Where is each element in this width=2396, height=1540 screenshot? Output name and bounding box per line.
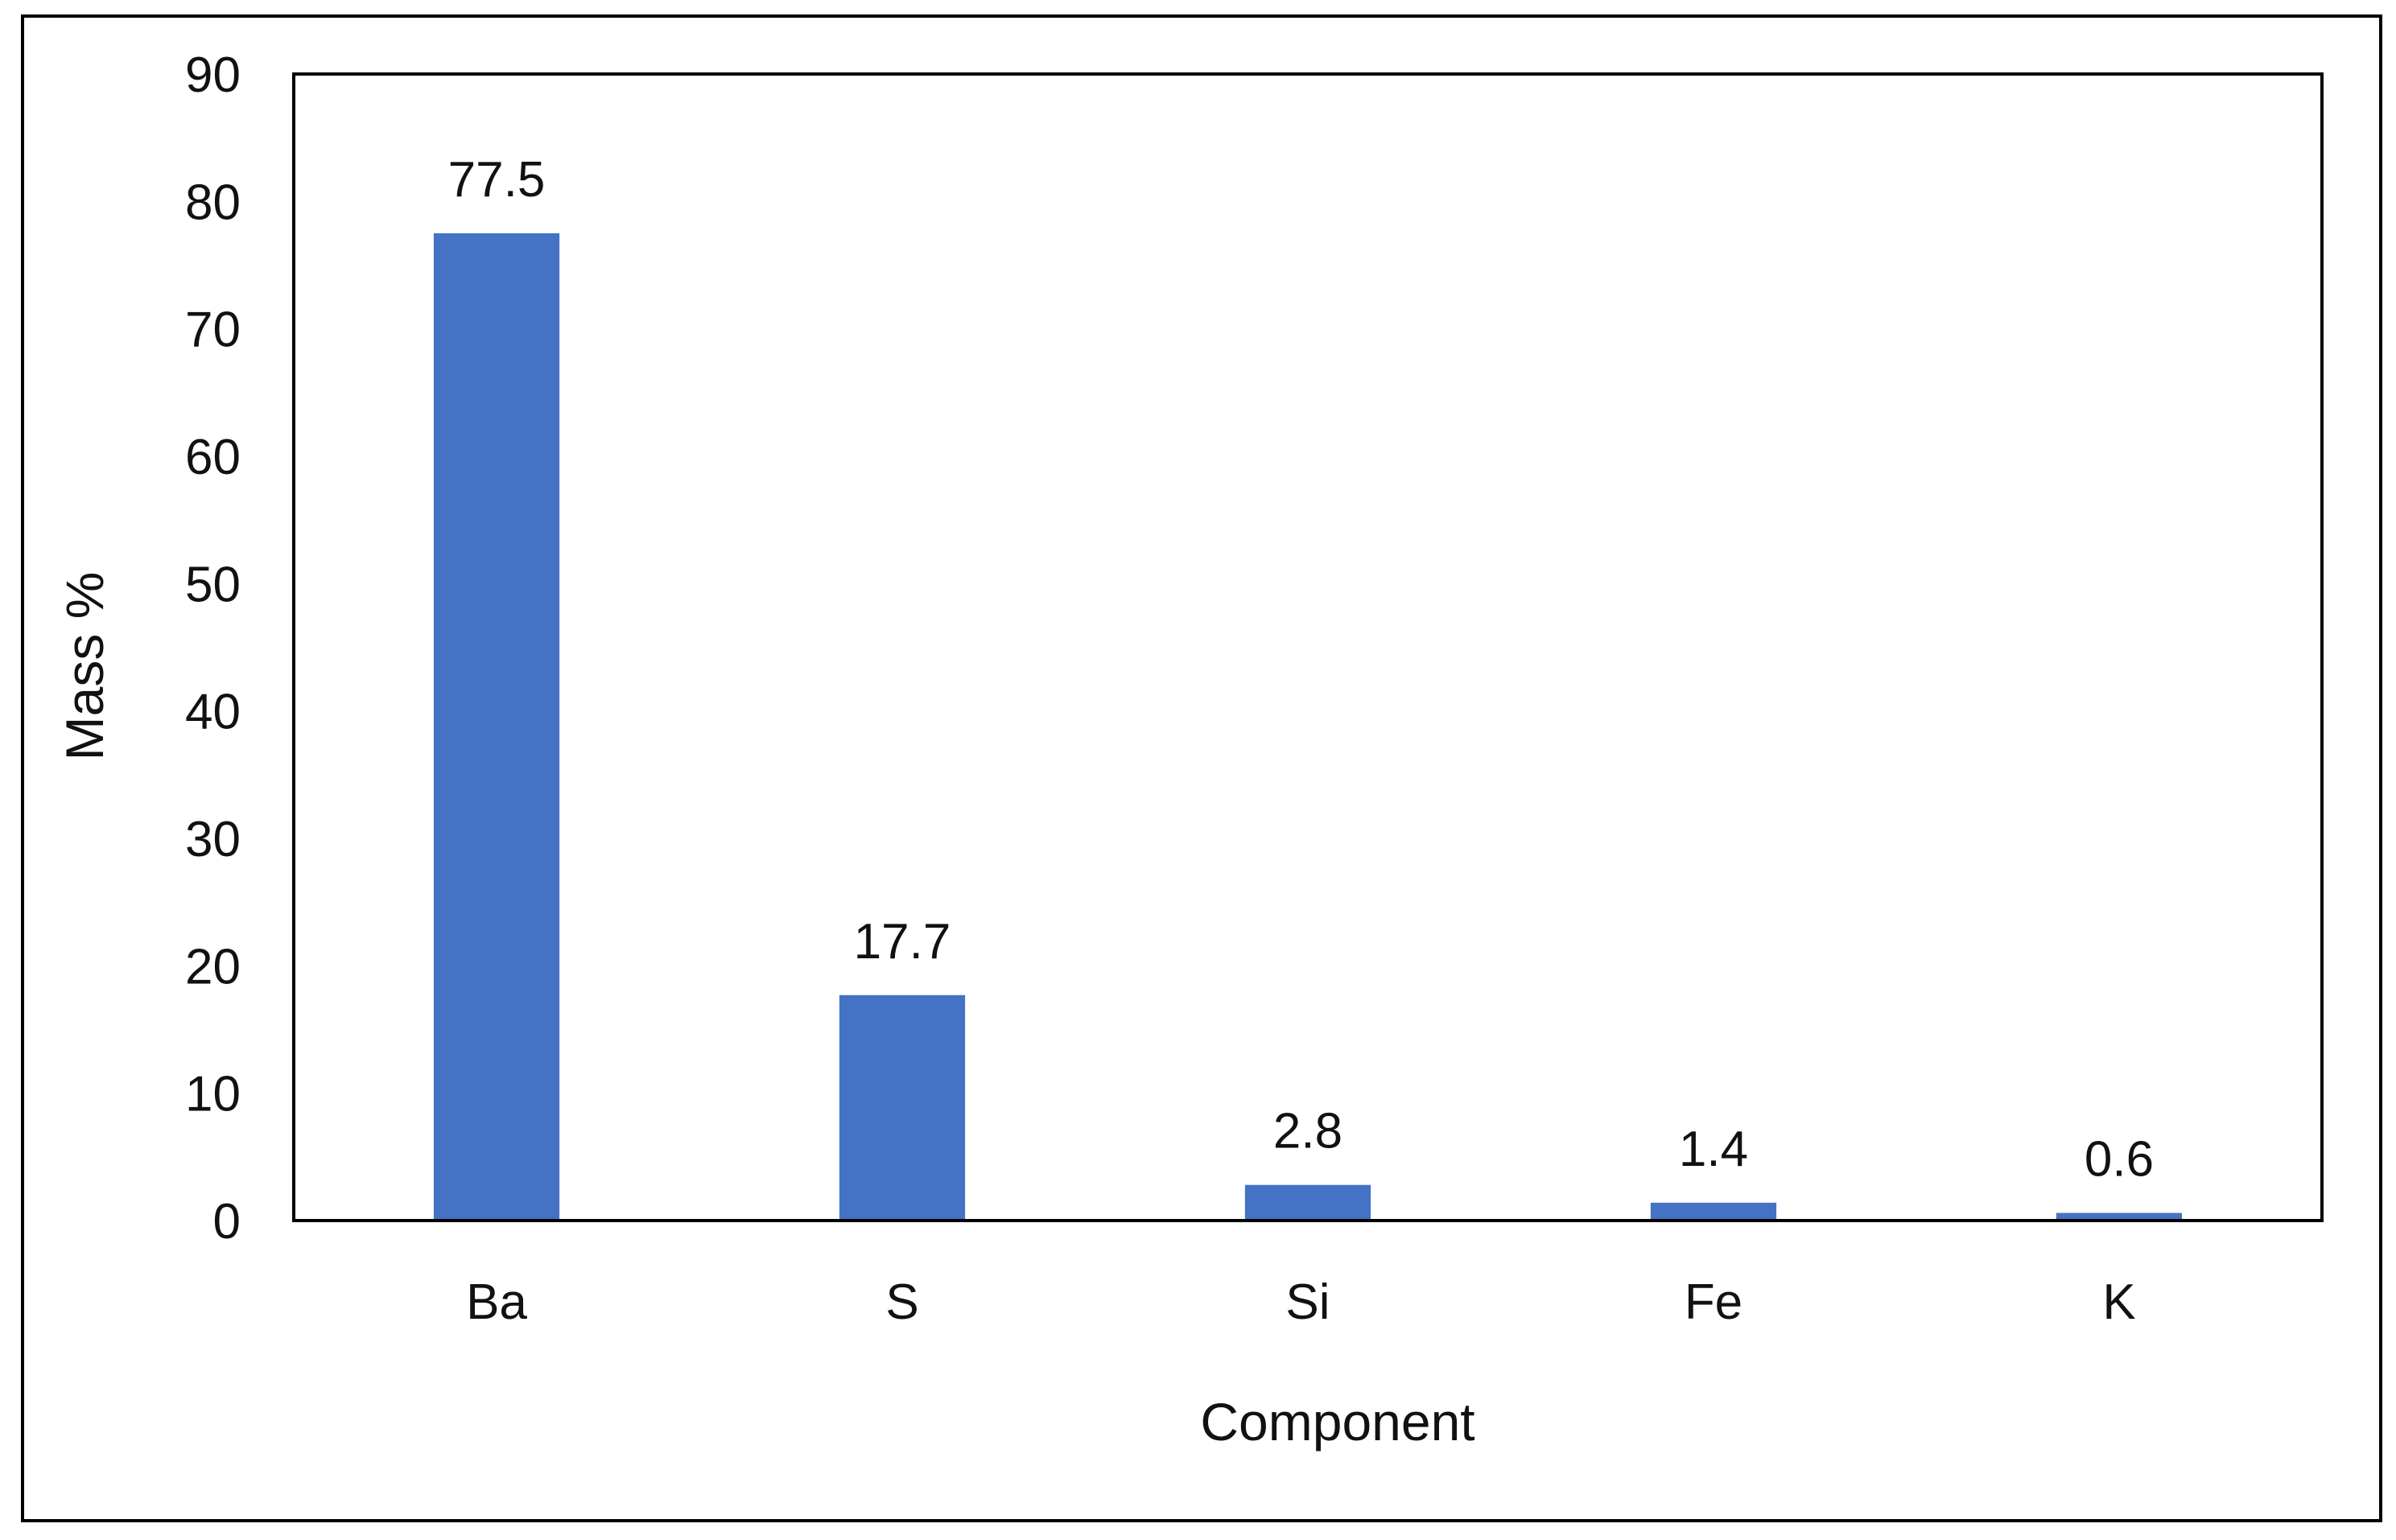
y-tick-label-80: 80 [185, 175, 241, 230]
bar-s [839, 994, 966, 1221]
bar-si [1244, 1184, 1371, 1221]
y-tick-label-50: 50 [185, 557, 241, 612]
x-axis-title: Component [1200, 1392, 1474, 1451]
data-label-fe: 1.4 [1679, 1122, 1748, 1177]
y-tick-label-70: 70 [185, 303, 241, 358]
bar-fe [1650, 1202, 1777, 1221]
x-tick-label-k: K [2102, 1274, 2135, 1330]
y-tick-label-90: 90 [185, 47, 241, 103]
y-tick-label-60: 60 [185, 430, 241, 485]
data-label-ba: 77.5 [448, 152, 546, 208]
data-labels: 77.5 17.7 2.8 1.4 0.6 [448, 152, 2154, 1188]
x-tick-label-fe: Fe [1685, 1274, 1742, 1330]
plot-area-frame [292, 72, 2324, 1222]
data-label-si: 2.8 [1273, 1104, 1342, 1159]
x-axis-categories: Ba S Si Fe K [466, 1274, 2136, 1330]
y-tick-label-20: 20 [185, 939, 241, 994]
y-tick-label-40: 40 [185, 685, 241, 740]
bars [433, 233, 2183, 1221]
y-tick-label-10: 10 [185, 1067, 241, 1122]
bar-k [2056, 1213, 2183, 1221]
data-label-k: 0.6 [2085, 1132, 2154, 1188]
y-tick-label-30: 30 [185, 812, 241, 867]
x-tick-label-s: S [885, 1274, 918, 1330]
x-tick-label-ba: Ba [466, 1274, 527, 1330]
y-axis-ticks: 0 10 20 30 40 50 60 70 80 90 [185, 47, 241, 1250]
x-tick-label-si: Si [1285, 1274, 1330, 1330]
data-label-s: 17.7 [854, 914, 951, 970]
y-tick-label-0: 0 [213, 1194, 241, 1250]
outer-frame [21, 14, 2382, 1522]
y-axis-title: Mass % [55, 572, 114, 761]
bar-ba [433, 233, 560, 1221]
